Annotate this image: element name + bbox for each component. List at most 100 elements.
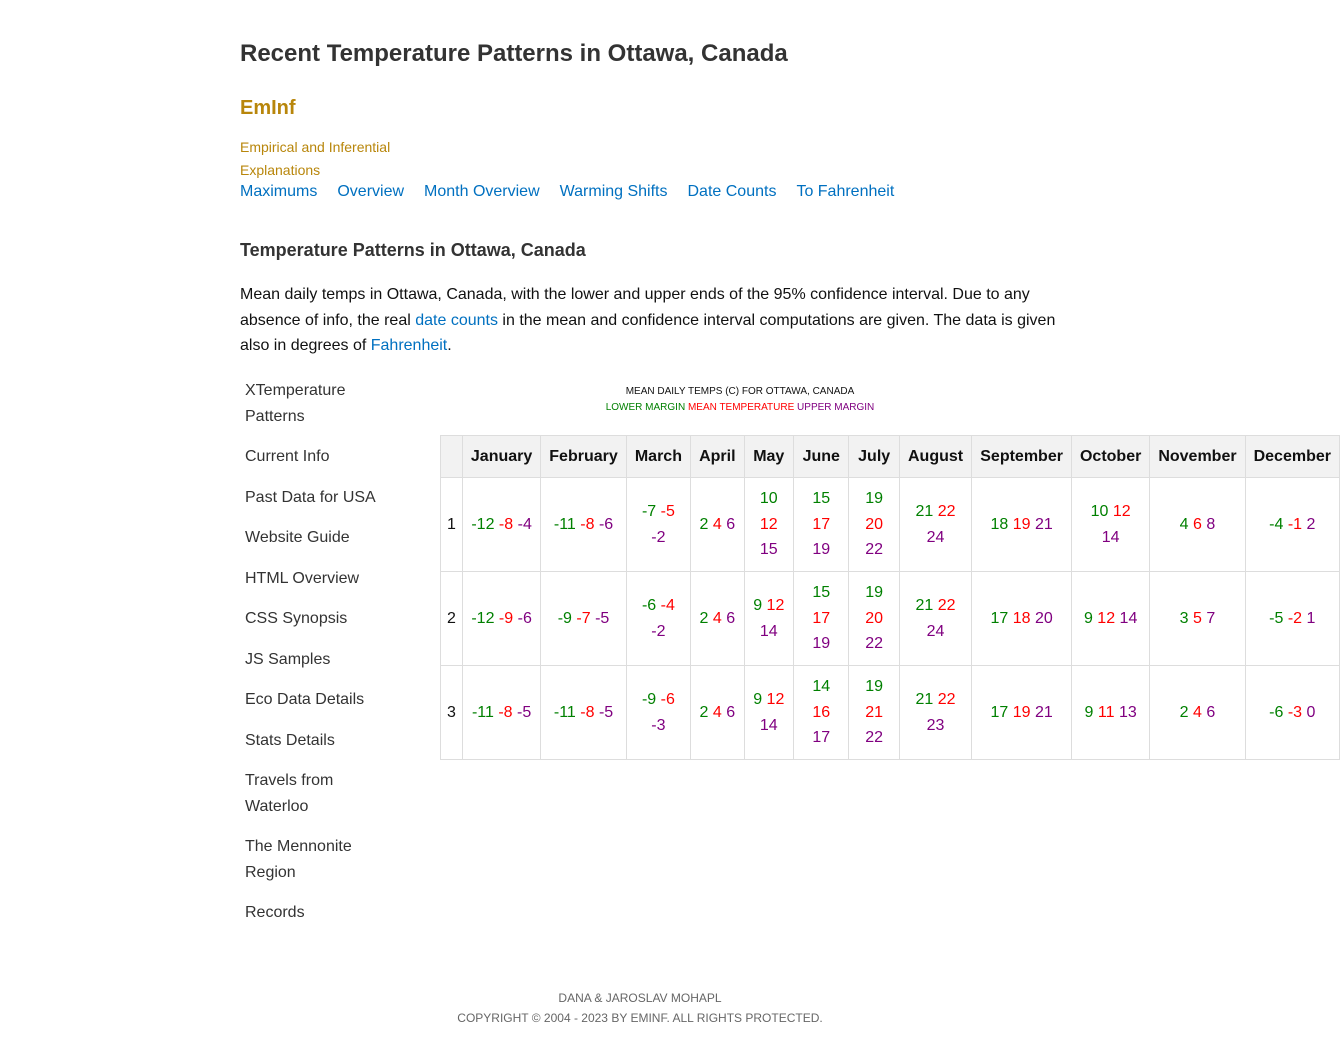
temp-cell: -9 -7 -5 [540, 571, 627, 666]
intro-text-2: in the mean and confidence interval comp… [240, 311, 1056, 355]
temp-value-mean: 12 [1097, 609, 1116, 627]
temp-cell: 17 18 20 [971, 571, 1072, 666]
nav-link-overview[interactable]: Overview [337, 183, 405, 200]
temp-cell: 2 4 6 [1149, 665, 1246, 760]
sidebar-item-travels-from-waterloo[interactable]: Travels from Waterloo [245, 772, 334, 815]
temp-cell: 17 19 21 [971, 665, 1072, 760]
table-caption: MEAN DAILY TEMPS (C) FOR OTTAWA, CANADA … [440, 384, 1040, 416]
temp-value-upper: 22 [865, 635, 884, 653]
temp-cell: 2 4 6 [690, 665, 745, 760]
temp-value-upper: 6 [726, 515, 736, 533]
nav-link-month-overview[interactable]: Month Overview [424, 183, 540, 200]
table-header-row: January February March April May June July Augu… [440, 435, 1340, 478]
nav-link-to-fahrenheit[interactable]: To Fahrenheit [796, 183, 895, 200]
temp-value-upper: -5 [595, 609, 610, 627]
sidebar-item-css-synopsis[interactable]: CSS Synopsis [245, 610, 348, 627]
temp-value-upper: 22 [865, 729, 884, 747]
temp-value-lower: 9 [753, 597, 763, 614]
legend-mean-temperature: MEAN TEMPERATURE [687, 402, 795, 413]
temp-value-mean: 12 [766, 691, 785, 708]
temp-value-mean: -8 [498, 703, 513, 721]
temp-value-mean: 5 [1193, 609, 1202, 627]
month-header-april: April [690, 435, 745, 478]
temp-cell: -6 -4 -2 [625, 571, 692, 666]
temp-cell: 21 22 23 [898, 665, 973, 760]
temp-value-mean: -8 [580, 703, 595, 721]
page-title: Recent Temperature Patterns in Ottawa, C… [240, 40, 788, 67]
temp-value-lower: -6 [1269, 703, 1284, 721]
nav-link-warming-shifts[interactable]: Warming Shifts [559, 183, 668, 200]
temp-value-lower: -11 [471, 703, 494, 721]
temp-value-upper: 13 [1118, 703, 1137, 721]
sidebar-item-stats-details[interactable]: Stats Details [245, 731, 335, 749]
sidebar-item-temperature-patterns[interactable]: XTemperature Patterns [245, 382, 346, 425]
sidebar-item-html-overview[interactable]: HTML Overview [245, 569, 360, 587]
month-header-january: January [461, 435, 542, 478]
temp-value-lower: 10 [1090, 503, 1109, 520]
temp-value-mean: 19 [1012, 703, 1031, 721]
temp-cell: -7 -5 -2 [625, 477, 692, 572]
footer-authors: DANA & JAROSLAV MOHAPL [558, 991, 722, 1005]
temp-value-lower: -7 [641, 503, 657, 520]
temp-value-upper: -2 [651, 622, 666, 640]
temp-value-mean: 19 [1012, 515, 1031, 533]
sidebar-item-past-data-usa[interactable]: Past Data for USA [245, 488, 376, 506]
temp-value-upper: 14 [1101, 528, 1120, 546]
temp-cell: 14 16 17 [793, 665, 850, 760]
date-counts-link[interactable]: date counts [415, 311, 498, 329]
temp-value-mean: 16 [812, 703, 831, 721]
temp-value-lower: 17 [990, 703, 1009, 721]
temp-cell: 19 20 22 [848, 571, 900, 666]
nav-link-date-counts[interactable]: Date Counts [687, 183, 777, 200]
table-row: 1 -12 -8 -4 -11 -8 -6 -7 -5 -2 2 4 6 10 12 15… [440, 477, 1340, 572]
fahrenheit-link[interactable]: Fahrenheit [370, 337, 448, 354]
temp-cell: -5 -2 1 [1244, 571, 1340, 666]
section-title: Temperature Patterns in Ottawa, Canada [240, 240, 586, 260]
footer-copyright: COPYRIGHT © 2004 - 2023 BY EMINF. ALL RI… [457, 1011, 823, 1025]
temp-cell: 9 12 14 [743, 665, 795, 760]
sidebar-item-records[interactable]: Records [245, 904, 305, 921]
temp-value-lower: -9 [641, 691, 657, 708]
sidebar-item-website-guide[interactable]: Website Guide [245, 529, 350, 546]
sidebar-item-eco-data-details[interactable]: Eco Data Details [245, 691, 365, 708]
sidebar-item-current-info[interactable]: Current Info [245, 448, 330, 465]
month-header-february: February [540, 435, 627, 478]
month-header-august: August [898, 435, 973, 478]
temp-value-mean: 20 [865, 515, 884, 533]
table-body: 1 -12 -8 -4 -11 -8 -6 -7 -5 -2 2 4 6 10 12 15… [440, 477, 1340, 760]
temp-value-lower: 21 [915, 691, 934, 708]
temp-cell: 21 22 24 [898, 477, 973, 572]
brand-tagline: Empirical and Inferential Explanations [240, 139, 391, 178]
temp-value-mean: -5 [660, 503, 675, 520]
temp-value-mean: 20 [865, 609, 884, 627]
day-cell: 2 [440, 571, 463, 666]
temp-value-upper: -5 [598, 703, 614, 721]
temp-cell: 2 4 6 [690, 571, 745, 666]
month-header-december: December [1244, 435, 1340, 478]
temp-value-mean: 17 [812, 515, 831, 533]
sidebar-item-mennonite-region[interactable]: The Mennonite Region [245, 838, 352, 881]
footer: DANA & JAROSLAV MOHAPL COPYRIGHT © 2004 … [340, 988, 940, 1028]
temp-value-lower: -5 [1269, 609, 1284, 627]
temp-value-upper: 22 [865, 541, 884, 559]
table-legend: LOWER MARGIN MEAN TEMPERATURE UPPER MARG… [440, 400, 1040, 416]
temp-cell: 2 4 6 [690, 477, 745, 572]
sidebar-item-js-samples[interactable]: JS Samples [245, 650, 331, 668]
nav-link-maximums[interactable]: Maximums [240, 183, 318, 200]
temp-value-lower: 2 [699, 703, 709, 721]
temp-value-mean: -4 [660, 597, 675, 614]
temp-value-upper: 14 [1119, 609, 1138, 627]
temp-value-mean: 12 [1112, 503, 1131, 520]
temp-value-lower: 19 [865, 584, 884, 602]
temp-value-upper: 21 [1034, 515, 1053, 533]
temp-value-upper: 17 [812, 729, 831, 747]
month-header-october: October [1070, 435, 1151, 478]
temp-value-lower: -9 [557, 609, 572, 627]
temp-cell: 4 6 8 [1149, 477, 1246, 572]
temp-value-upper: -4 [517, 515, 532, 533]
brand-logo[interactable]: EmInf [240, 97, 296, 119]
temp-cell: 15 17 19 [793, 477, 850, 572]
temp-cell: 19 20 22 [848, 477, 900, 572]
temp-cell: -12 -9 -6 [461, 571, 542, 666]
